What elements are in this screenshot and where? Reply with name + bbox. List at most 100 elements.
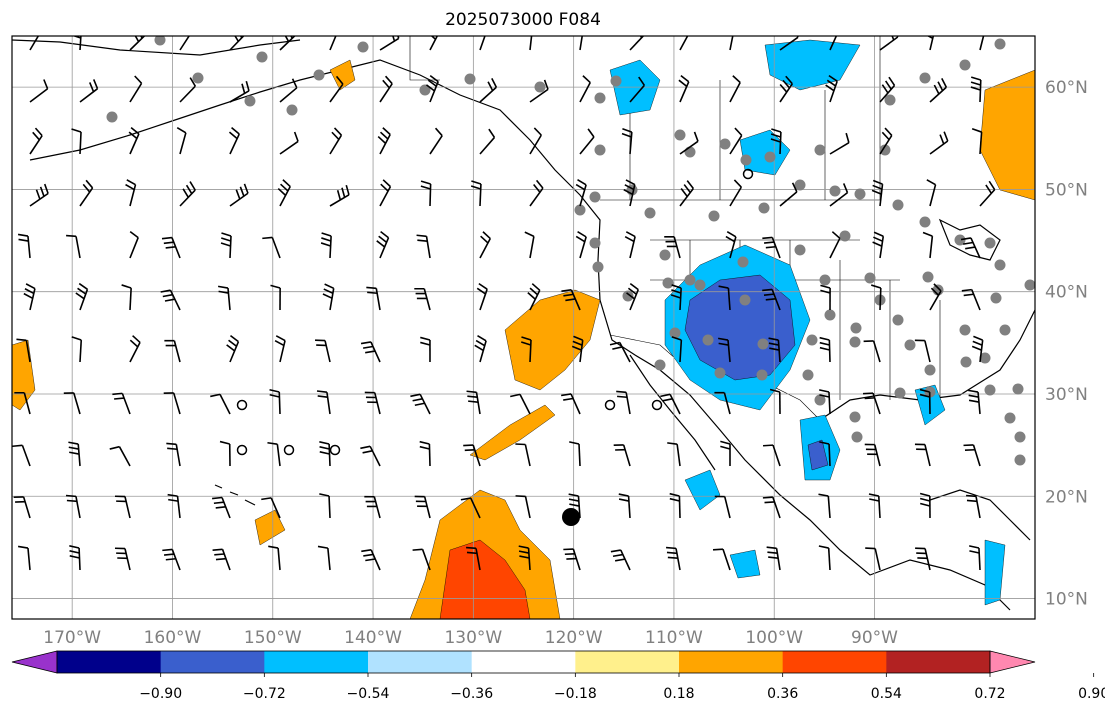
site-marker — [256, 51, 268, 63]
wind-barb — [416, 234, 431, 259]
site-marker — [737, 256, 749, 268]
wind-barb — [725, 231, 737, 259]
wind-barb — [279, 78, 298, 103]
site-marker — [758, 202, 770, 214]
wind-barb — [414, 495, 431, 519]
wind-barb — [164, 339, 181, 363]
wind-barb — [66, 234, 81, 259]
site-marker — [854, 188, 866, 200]
wind-barb — [79, 79, 99, 103]
baja-coast — [629, 354, 716, 471]
wind-barb — [569, 441, 581, 467]
lat-tick-label: 40°N — [1045, 283, 1088, 303]
wind-barb — [678, 74, 690, 103]
site-marker — [313, 69, 325, 81]
wind-barb — [872, 231, 885, 259]
wind-barb — [277, 179, 291, 207]
wind-barb — [563, 548, 581, 571]
map-frame — [11, 35, 1036, 620]
wind-barb — [121, 284, 132, 311]
site-marker — [644, 207, 656, 219]
site-marker — [802, 369, 814, 381]
site-marker — [994, 259, 1006, 271]
site-marker — [984, 384, 996, 396]
wind-barb — [963, 444, 981, 467]
wind-barb — [217, 285, 231, 311]
wind-barb — [228, 127, 240, 155]
wind-barb — [766, 546, 781, 571]
wind-barb — [68, 441, 81, 467]
wind-barb — [167, 493, 181, 519]
wind-barb — [63, 392, 81, 415]
wind-barb — [629, 36, 645, 51]
site-marker — [894, 387, 906, 399]
site-marker — [764, 151, 776, 163]
site-marker — [654, 359, 666, 371]
wind-barb — [922, 231, 934, 259]
site-marker — [740, 154, 752, 166]
wind-barb — [262, 236, 281, 259]
site-marker — [892, 314, 904, 326]
wind-barb — [915, 547, 931, 571]
site-marker — [814, 394, 826, 406]
colorbar-bin — [886, 651, 991, 673]
colorbar-bin — [264, 651, 369, 673]
wind-barb — [160, 289, 181, 311]
site-marker — [708, 210, 720, 222]
wind-barb — [219, 440, 231, 467]
wind-barb — [71, 128, 82, 155]
wind-barb — [29, 36, 40, 51]
shaded-region — [12, 339, 36, 411]
great-lakes — [938, 218, 1001, 261]
shaded-region — [764, 39, 861, 91]
calm-circle — [236, 444, 248, 456]
wind-barb — [114, 547, 131, 571]
wind-barb — [474, 335, 487, 363]
wind-barb — [818, 493, 831, 519]
wind-barb — [968, 389, 981, 415]
wind-barb — [819, 389, 831, 415]
wind-barb — [319, 441, 331, 467]
wind-barb — [529, 179, 544, 207]
wind-barb — [718, 285, 731, 311]
shaded-region — [254, 509, 286, 546]
wind-barb — [176, 127, 187, 155]
colorbar-tick-label: −0.90 — [139, 686, 182, 702]
wind-barb — [524, 231, 535, 259]
wind-barb — [769, 388, 781, 415]
wind-barb — [476, 282, 488, 311]
wind-barb — [317, 545, 331, 571]
wind-barb — [420, 180, 432, 207]
wind-barb — [914, 443, 931, 467]
colorbar-bin — [368, 651, 473, 673]
site-marker — [244, 95, 256, 107]
colorbar-tick-label: 0.36 — [767, 686, 798, 702]
wind-barb — [109, 445, 131, 467]
wind-barb — [267, 441, 281, 467]
wind-barb — [579, 75, 591, 103]
calm-circle — [236, 399, 248, 411]
calm-circle — [329, 444, 341, 456]
wind-barb — [364, 495, 381, 519]
site-marker — [959, 324, 971, 336]
wind-barb — [679, 36, 689, 51]
wind-barb — [268, 545, 281, 571]
wind-barb — [529, 79, 549, 103]
wind-barb — [919, 492, 931, 519]
site-marker — [850, 322, 862, 334]
lat-tick-labels: 60°N 50°N 40°N 30°N 20°N 10°N — [1045, 78, 1088, 609]
lon-tick-labels: 170°W 160°W 150°W 140°W 130°W 120°W 110°W 100°W… — [43, 628, 898, 648]
colorbar-tick-label: −0.72 — [243, 686, 286, 702]
wind-barb — [613, 444, 631, 467]
wind-barb — [610, 549, 631, 571]
wind-barb — [229, 183, 249, 207]
shaded-region — [684, 469, 721, 511]
wind-barb — [75, 282, 89, 311]
wind-barb — [819, 336, 831, 363]
site-marker — [919, 72, 931, 84]
wind-barb — [212, 496, 231, 519]
wind-barb — [779, 75, 793, 103]
wind-barb — [319, 493, 331, 519]
wind-barb — [829, 132, 850, 155]
wind-barb — [926, 36, 935, 51]
